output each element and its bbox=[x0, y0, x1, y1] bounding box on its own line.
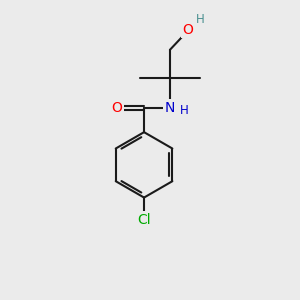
Text: Cl: Cl bbox=[137, 212, 151, 226]
Text: H: H bbox=[179, 104, 188, 117]
Text: N: N bbox=[165, 101, 175, 115]
Text: H: H bbox=[196, 13, 205, 26]
Text: O: O bbox=[182, 23, 193, 37]
Text: O: O bbox=[111, 101, 122, 115]
